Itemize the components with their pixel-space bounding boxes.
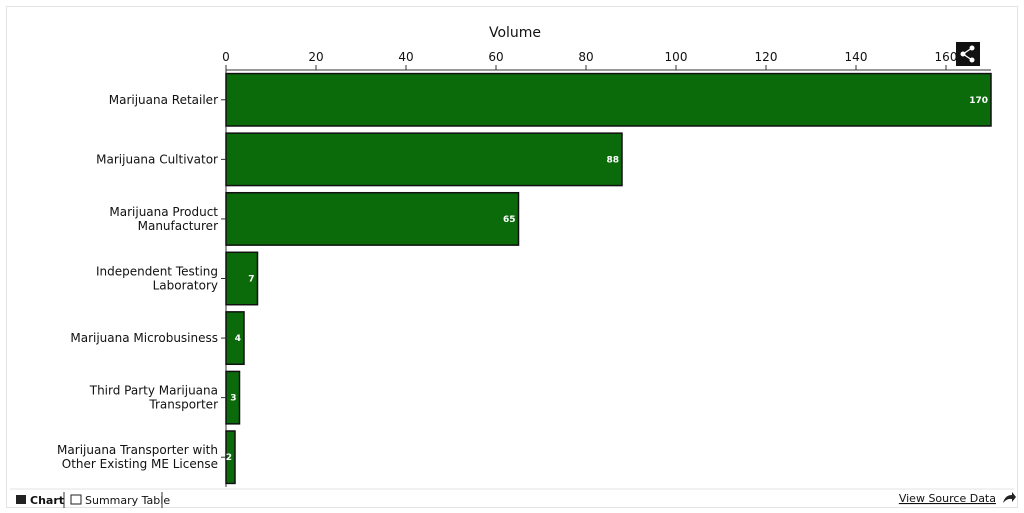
share-button[interactable] [956, 42, 980, 66]
frame [6, 6, 1018, 508]
x-tick-label: 20 [308, 50, 323, 64]
x-tick-label: 140 [845, 50, 868, 64]
y-tick-label: Marijuana Cultivator [96, 152, 218, 166]
bar [225, 191, 520, 246]
tab-table[interactable]: Summary Table [85, 494, 170, 507]
share-bg[interactable] [956, 42, 980, 66]
bar [225, 132, 623, 187]
value-label: 88 [606, 155, 619, 165]
value-label: 170 [969, 96, 988, 106]
x-tick-label: 160 [935, 50, 958, 64]
table-icon [70, 494, 82, 505]
x-tick-label: 120 [755, 50, 778, 64]
y-tick-label: Marijuana Microbusiness [70, 331, 218, 345]
value-label: 3 [230, 394, 236, 404]
tab-chart[interactable]: Chart [30, 494, 64, 507]
y-tick-label: Marijuana Product Manufacturer [109, 205, 218, 233]
y-tick-label: Marijuana Transporter with Other Existing… [57, 443, 218, 471]
share-lines [961, 47, 973, 61]
bar [225, 251, 259, 306]
x-tick-label: 40 [398, 50, 413, 64]
value-label: 7 [248, 275, 254, 285]
x-tick-label: 0 [222, 50, 230, 64]
value-label: 4 [235, 334, 241, 344]
chart-icon [16, 495, 26, 504]
y-tick-label: Marijuana Retailer [109, 93, 218, 107]
value-label: 2 [226, 453, 232, 463]
value-label: 65 [503, 215, 516, 225]
source-arrow [1003, 492, 1016, 503]
x-tick-label: 60 [488, 50, 503, 64]
y-tick-label: Third Party Marijuana Transporter [89, 384, 218, 412]
x-tick-label: 80 [578, 50, 593, 64]
axis-title: Volume [489, 25, 541, 41]
source-link[interactable]: View Source Data [899, 492, 996, 505]
bar [225, 72, 992, 127]
x-tick-label: 100 [665, 50, 688, 64]
y-tick-label: Independent Testing Laboratory [96, 265, 218, 293]
